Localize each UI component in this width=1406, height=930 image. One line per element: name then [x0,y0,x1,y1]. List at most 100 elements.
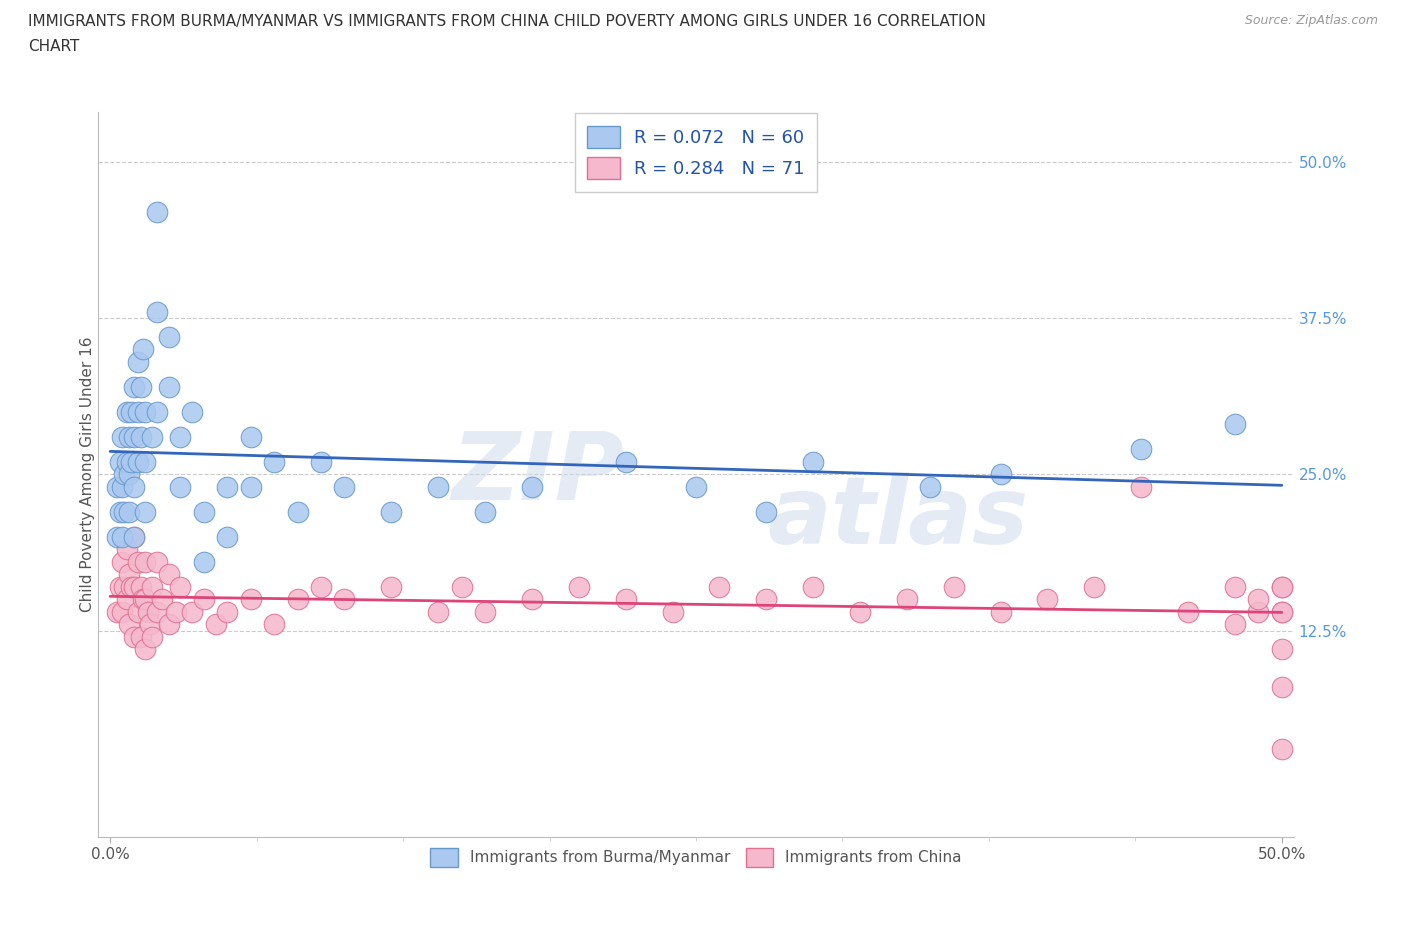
Text: atlas: atlas [768,472,1029,564]
Point [120,579,142,594]
Point [115,591,138,606]
Point [450,579,472,594]
Point [127,554,149,569]
Point [1247,591,1270,606]
Text: Source: ZipAtlas.com: Source: ZipAtlas.com [1244,14,1378,27]
Point [849,604,872,619]
Point [1130,442,1153,457]
Point [709,579,731,594]
Text: ZIP: ZIP [451,429,624,520]
Point [333,479,356,494]
Point [127,455,149,470]
Point [134,642,156,657]
Point [520,479,543,494]
Point [111,554,134,569]
Point [1130,479,1153,494]
Point [118,430,141,445]
Point [990,467,1012,482]
Point [122,630,145,644]
Point [118,504,141,519]
Point [118,567,141,582]
Point [333,591,356,606]
Point [112,579,135,594]
Point [1036,591,1059,606]
Point [287,591,309,606]
Point [169,579,191,594]
Point [134,554,156,569]
Point [474,504,496,519]
Point [157,379,180,394]
Point [111,604,134,619]
Point [614,455,637,470]
Point [380,579,402,594]
Point [217,529,239,544]
Point [169,430,191,445]
Point [146,205,169,219]
Point [217,604,239,619]
Point [1271,604,1294,619]
Point [129,630,152,644]
Point [217,479,239,494]
Point [108,504,131,519]
Point [118,467,141,482]
Point [427,604,450,619]
Point [568,579,591,594]
Point [942,579,965,594]
Point [474,604,496,619]
Point [132,591,155,606]
Point [122,479,145,494]
Y-axis label: Child Poverty Among Girls Under 16: Child Poverty Among Girls Under 16 [80,337,94,612]
Point [112,504,135,519]
Point [129,579,152,594]
Point [129,379,152,394]
Point [132,342,155,357]
Point [112,467,135,482]
Point [108,579,131,594]
Point [134,455,156,470]
Point [1271,680,1294,695]
Point [141,630,163,644]
Point [755,504,778,519]
Point [169,479,191,494]
Point [801,455,824,470]
Point [108,455,131,470]
Point [146,405,169,419]
Point [105,604,128,619]
Point [150,591,173,606]
Point [122,430,145,445]
Point [134,405,156,419]
Point [105,479,128,494]
Point [1223,617,1246,631]
Point [427,479,450,494]
Point [1247,604,1270,619]
Point [120,455,142,470]
Point [1271,579,1294,594]
Point [122,529,145,544]
Point [157,329,180,344]
Point [115,455,138,470]
Point [990,604,1012,619]
Point [685,479,707,494]
Point [122,529,145,544]
Point [136,604,159,619]
Point [141,430,163,445]
Text: CHART: CHART [28,39,80,54]
Point [122,579,145,594]
Point [1271,742,1294,757]
Point [134,504,156,519]
Point [115,405,138,419]
Point [127,354,149,369]
Point [111,430,134,445]
Point [1223,417,1246,432]
Point [520,591,543,606]
Point [896,591,918,606]
Point [309,455,332,470]
Point [115,542,138,557]
Point [111,479,134,494]
Point [193,591,215,606]
Point [105,529,128,544]
Point [239,479,262,494]
Point [165,604,187,619]
Point [1271,642,1294,657]
Point [380,504,402,519]
